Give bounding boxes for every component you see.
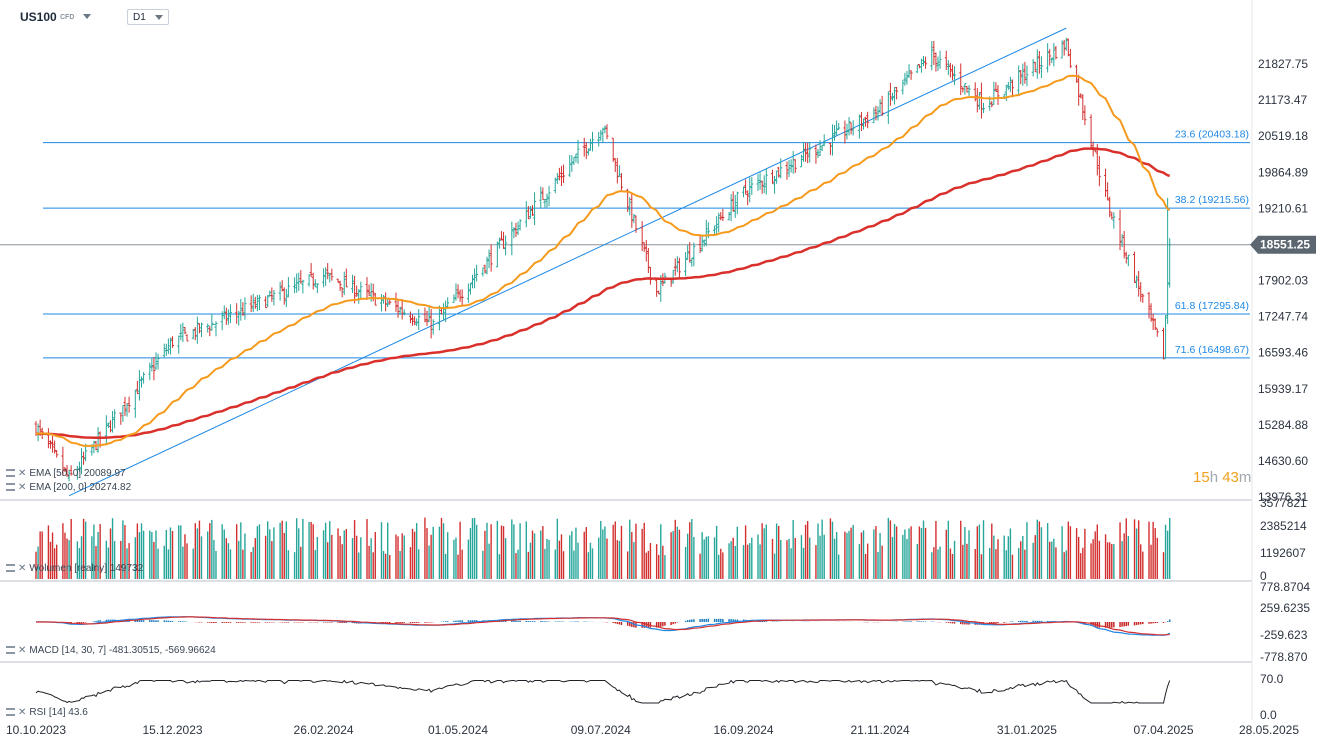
symbol-type-badge: CFD	[60, 14, 75, 21]
settings-icon[interactable]	[6, 469, 15, 478]
volume-axis-label: 0	[1260, 569, 1267, 583]
timeframe-select[interactable]: D1	[127, 9, 169, 25]
symbol-name[interactable]: US100	[20, 10, 57, 24]
macd-line	[35, 616, 1170, 636]
volume-axis-label: 1192607	[1260, 546, 1306, 560]
fib-level-label: 23.6 (20403.18)	[1175, 129, 1249, 141]
price-axis-label: 19864.89	[1258, 165, 1308, 179]
price-axis-label: 17902.03	[1258, 274, 1308, 288]
close-icon[interactable]: ✕	[18, 468, 27, 479]
macd-axis-label: -778.870	[1260, 650, 1308, 664]
trend-line-segment	[68, 27, 1067, 497]
close-icon[interactable]: ✕	[18, 645, 27, 656]
timeframe-value: D1	[133, 12, 146, 23]
close-icon[interactable]: ✕	[18, 563, 27, 574]
settings-icon[interactable]	[6, 708, 15, 717]
price-axis-label: 14630.60	[1258, 454, 1308, 468]
date-label: 31.01.2025	[997, 723, 1057, 737]
countdown-hours-unit: h	[1209, 469, 1219, 486]
ema200-line	[36, 147, 1171, 440]
macd-axis-label: 778.8704	[1260, 580, 1310, 594]
ema-lines	[35, 74, 1171, 447]
current-price-tag	[1250, 235, 1316, 254]
rsi-pane: 70.0 0.0	[35, 672, 1284, 722]
date-label: 26.02.2024	[294, 723, 354, 737]
price-axis-label: 21827.75	[1258, 57, 1308, 71]
price-axis-label: 20519.18	[1258, 129, 1308, 143]
settings-icon[interactable]	[6, 483, 15, 492]
symbol-header: US100 CFD D1	[0, 0, 300, 34]
macd-axis-label: -259.623	[1260, 628, 1308, 642]
candle-countdown: 15h 43m	[1193, 469, 1251, 486]
date-label: 15.12.2023	[143, 723, 203, 737]
rsi-line	[35, 679, 1171, 704]
price-axis-label: 19210.61	[1258, 201, 1308, 215]
fibonacci-levels: 23.6 (20403.18) 38.2 (19215.56) 61.8 (1729…	[43, 129, 1250, 359]
legend-volume[interactable]: ✕ Wolumen [realny] 149732	[6, 563, 143, 574]
date-label: 07.04.2025	[1133, 723, 1193, 737]
date-label: 28.05.2025	[1239, 723, 1299, 737]
current-price-label: 18551.25	[1260, 238, 1310, 252]
price-axis-label: 21173.47	[1258, 93, 1307, 107]
price-axis-label: 15939.17	[1258, 382, 1308, 396]
fib-level-label: 38.2 (19215.56)	[1175, 194, 1249, 206]
date-label: 16.09.2024	[713, 723, 773, 737]
close-icon[interactable]: ✕	[18, 482, 27, 493]
legend-macd-text: MACD [14, 30, 7] -481.30515, -569.96624	[29, 645, 216, 656]
chevron-down-icon	[155, 15, 163, 20]
legend-ema50-text: EMA [50, 0] 20089.97	[29, 468, 126, 479]
settings-icon[interactable]	[6, 564, 15, 573]
volume-axis-label: 3577821	[1260, 496, 1307, 510]
rsi-axis-label: 0.0	[1260, 708, 1277, 722]
legend-rsi[interactable]: ✕ RSI [14] 43.6	[6, 707, 88, 718]
axes: 10.10.2023 15.12.2023 26.02.2024 01.05.2024…	[6, 57, 1316, 737]
legend-volume-text: Wolumen [realny] 149732	[29, 563, 144, 574]
countdown-minutes-unit: m	[1238, 469, 1252, 486]
chevron-down-icon[interactable]	[83, 14, 91, 19]
legend-macd[interactable]: ✕ MACD [14, 30, 7] -481.30515, -569.96624	[6, 645, 216, 656]
price-axis-label: 17247.74	[1258, 310, 1308, 324]
volume-axis-label: 2385214	[1260, 519, 1307, 533]
macd-signal-line	[36, 616, 1170, 636]
fib-level-label: 71.6 (16498.67)	[1175, 344, 1249, 356]
fib-level-label: 61.8 (17295.84)	[1175, 300, 1249, 312]
price-axis-label: 13976.31	[1258, 490, 1308, 504]
date-label: 21.11.2024	[850, 723, 909, 737]
date-label: 10.10.2023	[6, 723, 66, 737]
grid	[0, 0, 1253, 720]
ema50-line	[35, 74, 1171, 447]
price-axis-label: 15284.88	[1258, 418, 1308, 432]
close-icon[interactable]: ✕	[18, 707, 27, 718]
volume-pane: 3577821 2385214 1192607 0	[35, 496, 1307, 583]
legend-ema200[interactable]: ✕ EMA [200, 0] 20274.82	[6, 482, 131, 493]
date-label: 09.07.2024	[571, 723, 631, 737]
countdown-minutes: 43	[1222, 469, 1239, 486]
settings-icon[interactable]	[6, 646, 15, 655]
date-label: 01.05.2024	[428, 723, 488, 737]
countdown-hours: 15	[1193, 469, 1210, 486]
candlesticks	[34, 37, 1172, 482]
trend-line	[68, 27, 1067, 497]
macd-pane: 778.8704 259.6235 -259.623 -778.870	[35, 580, 1310, 664]
price-axis-label: 16593.46	[1258, 346, 1308, 360]
macd-axis-label: 259.6235	[1260, 601, 1310, 615]
legend-ema50[interactable]: ✕ EMA [50, 0] 20089.97	[6, 468, 126, 479]
rsi-axis-label: 70.0	[1260, 672, 1284, 686]
legend-ema200-text: EMA [200, 0] 20274.82	[29, 482, 132, 493]
legend-rsi-text: RSI [14] 43.6	[29, 707, 88, 718]
